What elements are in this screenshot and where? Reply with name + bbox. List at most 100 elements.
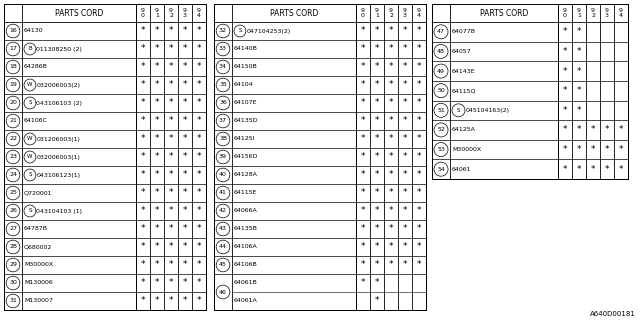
Text: *: *	[403, 27, 407, 36]
Text: 9: 9	[197, 8, 201, 13]
Text: 64066A: 64066A	[234, 209, 258, 213]
Text: 032006003(1): 032006003(1)	[36, 155, 80, 159]
Text: *: *	[361, 243, 365, 252]
Text: *: *	[141, 44, 145, 53]
Text: 64125A: 64125A	[452, 127, 476, 132]
Text: *: *	[619, 145, 623, 154]
Text: *: *	[141, 134, 145, 143]
Text: *: *	[361, 134, 365, 143]
Text: *: *	[388, 44, 393, 53]
Text: 46: 46	[219, 290, 227, 294]
Text: *: *	[169, 44, 173, 53]
Text: *: *	[361, 116, 365, 125]
Text: 0: 0	[563, 13, 567, 18]
Text: M130007: M130007	[24, 299, 53, 303]
Text: 64128A: 64128A	[234, 172, 258, 178]
Text: *: *	[403, 153, 407, 162]
Text: *: *	[388, 62, 393, 71]
Text: *: *	[417, 81, 421, 90]
Text: *: *	[417, 27, 421, 36]
Text: W: W	[27, 137, 33, 141]
Text: *: *	[417, 116, 421, 125]
Text: *: *	[403, 81, 407, 90]
Text: *: *	[196, 99, 201, 108]
Text: 031206003(1): 031206003(1)	[36, 137, 80, 141]
Text: *: *	[417, 260, 421, 269]
Text: *: *	[417, 225, 421, 234]
Text: *: *	[155, 243, 159, 252]
Text: B: B	[28, 46, 32, 52]
Text: 1: 1	[375, 13, 379, 18]
Text: 21: 21	[9, 118, 17, 124]
Text: *: *	[403, 260, 407, 269]
Text: 4: 4	[417, 13, 421, 18]
Text: *: *	[375, 225, 380, 234]
Text: *: *	[619, 165, 623, 174]
Text: *: *	[388, 27, 393, 36]
Text: *: *	[183, 153, 188, 162]
Text: 19: 19	[9, 83, 17, 87]
Text: *: *	[155, 260, 159, 269]
Text: *: *	[196, 188, 201, 197]
Text: *: *	[196, 171, 201, 180]
Text: 2: 2	[389, 13, 393, 18]
Text: *: *	[417, 44, 421, 53]
Text: *: *	[155, 206, 159, 215]
Text: 64130: 64130	[24, 28, 44, 34]
Text: *: *	[141, 188, 145, 197]
Text: *: *	[375, 153, 380, 162]
Text: *: *	[196, 134, 201, 143]
Text: *: *	[169, 62, 173, 71]
Text: 9: 9	[605, 8, 609, 13]
Text: *: *	[155, 27, 159, 36]
Text: *: *	[183, 27, 188, 36]
Text: M130006: M130006	[24, 281, 52, 285]
Text: *: *	[403, 243, 407, 252]
Text: *: *	[196, 297, 201, 306]
Text: 64156D: 64156D	[234, 155, 259, 159]
Text: PARTS CORD: PARTS CORD	[55, 9, 103, 18]
Text: 35: 35	[219, 83, 227, 87]
Text: *: *	[361, 62, 365, 71]
Text: 31: 31	[9, 299, 17, 303]
Text: 22: 22	[9, 137, 17, 141]
Text: *: *	[577, 106, 581, 115]
Text: M30000X: M30000X	[452, 147, 481, 152]
Text: 64286B: 64286B	[24, 65, 48, 69]
Text: 9: 9	[591, 8, 595, 13]
Text: 64106A: 64106A	[234, 244, 258, 250]
Text: *: *	[403, 134, 407, 143]
Text: *: *	[196, 27, 201, 36]
Text: S: S	[238, 28, 242, 34]
Text: *: *	[183, 243, 188, 252]
Bar	[4, 4, 206, 310]
Text: *: *	[141, 297, 145, 306]
Text: *: *	[375, 260, 380, 269]
Text: 64125I: 64125I	[234, 137, 255, 141]
Text: 16: 16	[9, 28, 17, 34]
Text: Q720001: Q720001	[24, 190, 52, 196]
Text: S: S	[28, 100, 32, 106]
Text: 9: 9	[361, 8, 365, 13]
Text: 3: 3	[403, 13, 407, 18]
Text: *: *	[183, 171, 188, 180]
Text: 045104163(2): 045104163(2)	[465, 108, 509, 113]
Text: 64787B: 64787B	[24, 227, 48, 231]
Text: *: *	[141, 116, 145, 125]
Text: 9: 9	[169, 8, 173, 13]
Text: 37: 37	[219, 118, 227, 124]
Text: 9: 9	[563, 8, 567, 13]
Text: S: S	[457, 108, 460, 113]
Text: *: *	[388, 243, 393, 252]
Text: *: *	[403, 44, 407, 53]
Text: 9: 9	[389, 8, 393, 13]
Text: 4: 4	[197, 13, 201, 18]
Text: *: *	[169, 206, 173, 215]
Text: *: *	[388, 171, 393, 180]
Text: *: *	[183, 278, 188, 287]
Text: *: *	[375, 297, 380, 306]
Text: *: *	[619, 125, 623, 134]
Text: W: W	[27, 155, 33, 159]
Text: *: *	[361, 171, 365, 180]
Text: *: *	[196, 225, 201, 234]
